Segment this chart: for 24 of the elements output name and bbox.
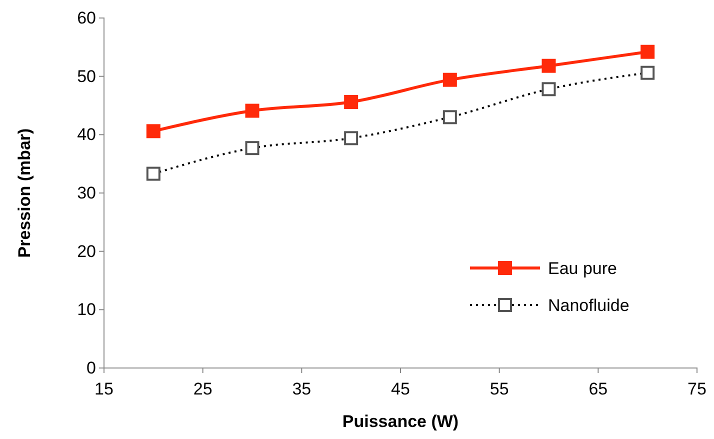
point	[344, 95, 358, 109]
x-tick-label: 25	[193, 380, 212, 399]
y-tick-label: 60	[77, 8, 96, 28]
x-axis-title: Puissance (W)	[342, 412, 459, 431]
legend-label: Nanofluide	[548, 296, 630, 315]
legend-label: Eau pure	[548, 259, 617, 278]
x-tick-label: 65	[588, 380, 608, 399]
point	[245, 104, 260, 118]
y-axis-title: Pression (mbar)	[15, 128, 34, 258]
x-tick-label: 35	[292, 380, 312, 399]
y-tick-label: 40	[77, 125, 96, 144]
y-tick-label: 50	[77, 66, 96, 86]
y-tick-label: 30	[77, 183, 96, 202]
point	[640, 44, 655, 59]
y-tick-label: 10	[77, 300, 96, 320]
y-tick-label: 0	[86, 358, 96, 378]
point	[542, 58, 556, 73]
y-tick-label: 20	[77, 242, 96, 261]
point	[146, 124, 160, 138]
x-tick-label: 55	[490, 380, 509, 399]
x-tick-label: 45	[391, 380, 410, 399]
point	[442, 72, 457, 87]
x-tick-label: 75	[688, 380, 706, 399]
x-tick-label: 15	[94, 380, 114, 399]
